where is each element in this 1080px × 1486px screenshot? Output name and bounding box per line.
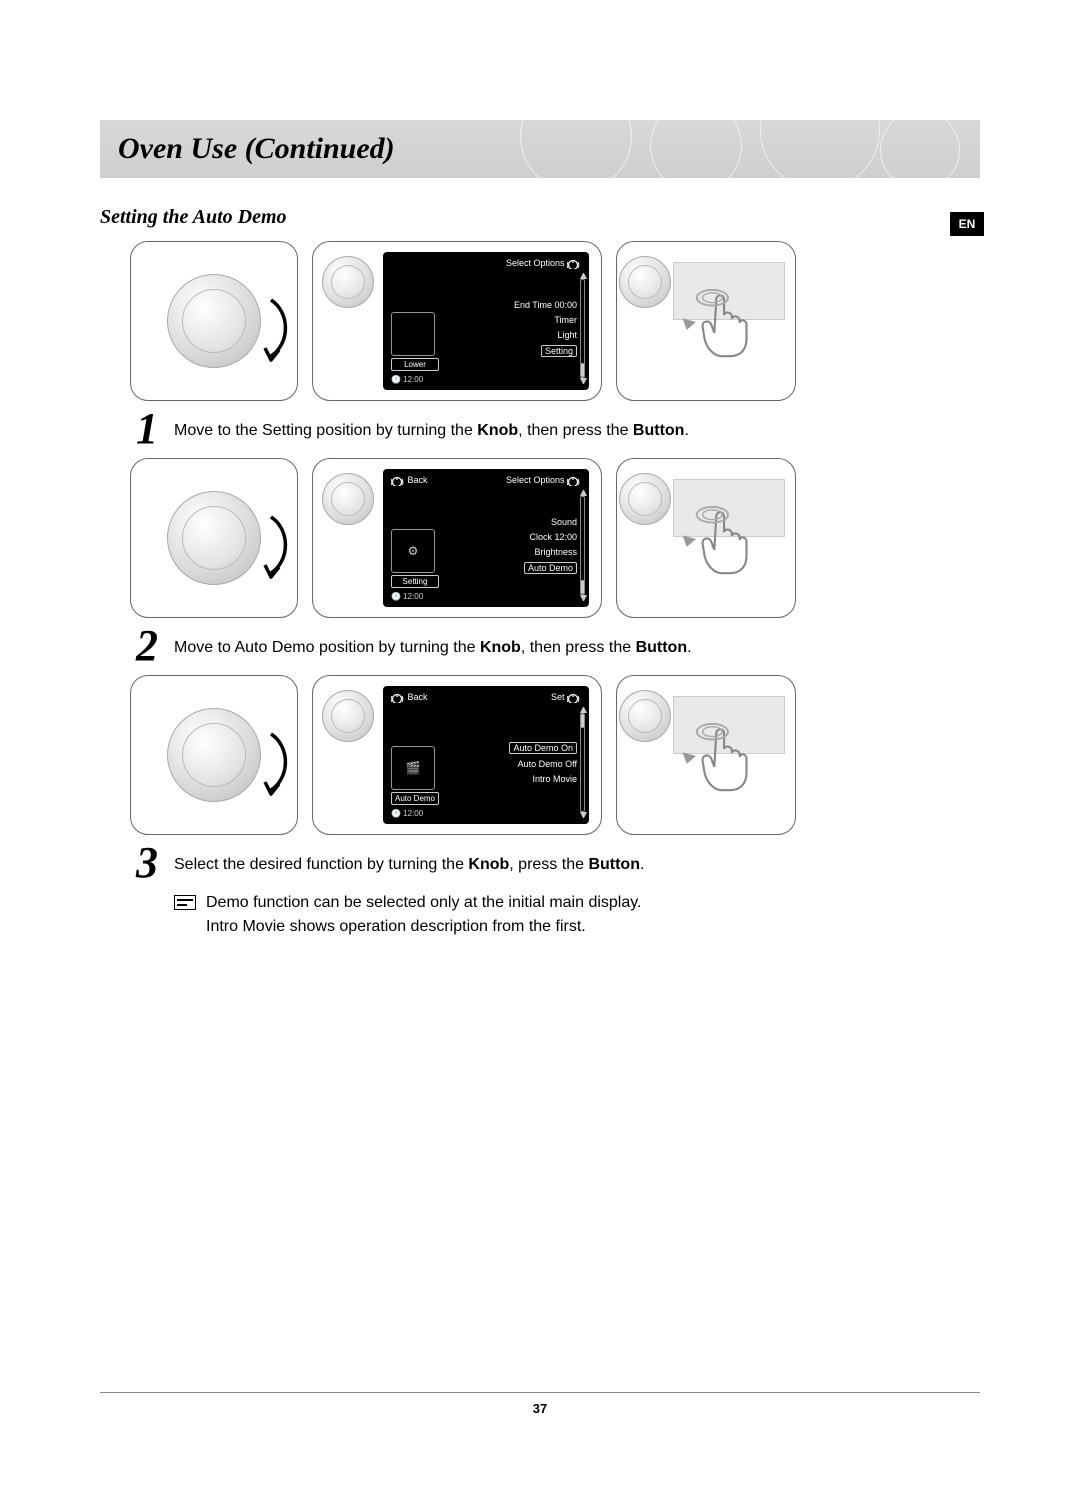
- page-footer: 37: [100, 1392, 980, 1416]
- menu-list: Sound Clock 12:00 Brightness Auto Demo: [445, 490, 581, 601]
- mode-label: Lower: [391, 358, 439, 371]
- side-knob: [617, 242, 673, 400]
- step-instruction: 1 Move to the Setting position by turnin…: [130, 411, 980, 446]
- top-right-label: Select Options: [506, 475, 581, 486]
- menu-item: Brightness: [534, 547, 577, 557]
- scrollbar: [580, 713, 585, 812]
- hand-icon: [691, 720, 763, 803]
- rotate-arrow-icon: [263, 511, 289, 581]
- display-panel: Back Select Options ⚙ Setting 🕐 12:00 So…: [312, 458, 602, 618]
- header-title: Oven Use (Continued): [118, 132, 395, 166]
- menu-item: Intro Movie: [532, 774, 577, 784]
- step-panels: Back Select Options ⚙ Setting 🕐 12:00 So…: [130, 458, 980, 618]
- step-number: 2: [130, 628, 164, 663]
- page: Oven Use (Continued) EN Setting the Auto…: [0, 0, 1080, 999]
- step-text: Move to Auto Demo position by turning th…: [174, 628, 692, 660]
- menu-item: Timer: [554, 315, 577, 325]
- menu-list: Auto Demo On Auto Demo Off Intro Movie: [445, 707, 581, 818]
- mode-label: Setting: [391, 575, 439, 588]
- side-knob: [313, 676, 383, 834]
- top-right-label: Set: [551, 692, 581, 703]
- oven-display: Select Options Lower 🕐 12:00 End Time 00…: [383, 252, 589, 390]
- menu-item: Auto Demo On: [509, 742, 577, 754]
- scrollbar: [580, 496, 585, 595]
- step-number: 1: [130, 411, 164, 446]
- press-illustration: [673, 676, 795, 834]
- clock-label: 🕐 12:00: [391, 809, 439, 818]
- step-block: Select Options Lower 🕐 12:00 End Time 00…: [100, 241, 980, 446]
- section-header: Oven Use (Continued): [100, 120, 980, 178]
- language-badge: EN: [950, 212, 984, 236]
- scrollbar: [580, 279, 585, 378]
- hand-icon: [691, 286, 763, 369]
- menu-item: Sound: [551, 517, 577, 527]
- mode-label: Auto Demo: [391, 792, 439, 805]
- menu-item: Auto Demo: [524, 562, 577, 574]
- knob-panel: [130, 241, 298, 401]
- press-illustration: [673, 459, 795, 617]
- back-label: Back: [391, 475, 428, 486]
- side-knob: [617, 676, 673, 834]
- knob-outer: [167, 491, 261, 585]
- mode-icon: ⚙: [391, 529, 435, 573]
- clock-label: 🕐 12:00: [391, 592, 439, 601]
- menu-item: Light: [557, 330, 577, 340]
- header-decor: [500, 120, 980, 178]
- knob-inner: [182, 289, 246, 353]
- display-panel: Back Set 🎬 Auto Demo 🕐 12:00 Auto Demo O…: [312, 675, 602, 835]
- turn-knob-illustration: [167, 491, 261, 585]
- mode-icon: 🎬: [391, 746, 435, 790]
- step-text: Move to the Setting position by turning …: [174, 411, 689, 443]
- press-panel: [616, 675, 796, 835]
- rotate-arrow-icon: [263, 294, 289, 364]
- knob-panel: [130, 458, 298, 618]
- note-row: Demo function can be selected only at th…: [174, 891, 980, 939]
- page-number: 37: [533, 1401, 547, 1416]
- knob-outer: [167, 274, 261, 368]
- menu-item: Clock 12:00: [529, 532, 577, 542]
- knob-inner: [182, 723, 246, 787]
- side-knob: [313, 242, 383, 400]
- top-right-label: Select Options: [506, 258, 581, 269]
- menu-item: End Time 00:00: [514, 300, 577, 310]
- step-text: Select the desired function by turning t…: [174, 845, 644, 877]
- press-panel: [616, 458, 796, 618]
- knob-outer: [167, 708, 261, 802]
- hand-icon: [691, 503, 763, 586]
- step-block: Back Set 🎬 Auto Demo 🕐 12:00 Auto Demo O…: [100, 675, 980, 938]
- step-panels: Back Set 🎬 Auto Demo 🕐 12:00 Auto Demo O…: [130, 675, 980, 835]
- note-icon: [174, 895, 196, 910]
- step-instruction: 2 Move to Auto Demo position by turning …: [130, 628, 980, 663]
- press-panel: [616, 241, 796, 401]
- turn-knob-illustration: [167, 708, 261, 802]
- press-illustration: [673, 242, 795, 400]
- note-text: Demo function can be selected only at th…: [206, 891, 642, 939]
- step-number: 3: [130, 845, 164, 880]
- clock-label: 🕐 12:00: [391, 375, 439, 384]
- rotate-arrow-icon: [263, 728, 289, 798]
- step-instruction: 3 Select the desired function by turning…: [130, 845, 980, 880]
- step-block: Back Select Options ⚙ Setting 🕐 12:00 So…: [100, 458, 980, 663]
- oven-display: Back Set 🎬 Auto Demo 🕐 12:00 Auto Demo O…: [383, 686, 589, 824]
- subheading: Setting the Auto Demo: [100, 206, 980, 229]
- back-label: Back: [391, 692, 428, 703]
- step-panels: Select Options Lower 🕐 12:00 End Time 00…: [130, 241, 980, 401]
- side-knob: [617, 459, 673, 617]
- menu-item: Auto Demo Off: [518, 759, 577, 769]
- turn-knob-illustration: [167, 274, 261, 368]
- knob-inner: [182, 506, 246, 570]
- menu-item: Setting: [541, 345, 577, 357]
- side-knob: [313, 459, 383, 617]
- mode-icon: [391, 312, 435, 356]
- oven-display: Back Select Options ⚙ Setting 🕐 12:00 So…: [383, 469, 589, 607]
- knob-panel: [130, 675, 298, 835]
- menu-list: End Time 00:00 Timer Light Setting: [445, 273, 581, 384]
- display-panel: Select Options Lower 🕐 12:00 End Time 00…: [312, 241, 602, 401]
